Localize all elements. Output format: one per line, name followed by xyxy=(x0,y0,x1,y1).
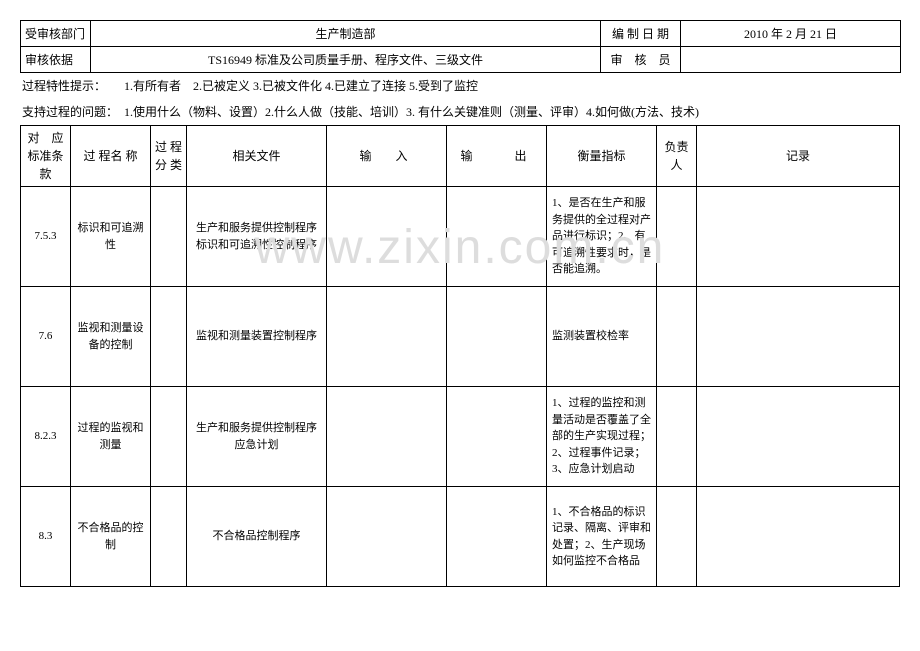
cell-docs: 生产和服务提供控制程序应急计划 xyxy=(187,387,327,487)
cell-record xyxy=(697,487,900,587)
cell-input xyxy=(327,287,447,387)
table-body: 7.5.3 标识和可追溯性 生产和服务提供控制程序标识和可追溯性控制程序 1、是… xyxy=(21,187,900,587)
cell-record xyxy=(697,287,900,387)
cell-ptype xyxy=(151,387,187,487)
cell-input xyxy=(327,187,447,287)
table-row: 7.6 监视和测量设备的控制 监视和测量装置控制程序 监测装置校检率 xyxy=(21,287,900,387)
cell-input xyxy=(327,387,447,487)
cell-record xyxy=(697,187,900,287)
dept-value: 生产制造部 xyxy=(91,21,601,47)
col-ptype: 过 程分 类 xyxy=(151,126,187,187)
cell-ptype xyxy=(151,187,187,287)
cell-record xyxy=(697,387,900,487)
col-output: 输 出 xyxy=(447,126,547,187)
cell-docs: 生产和服务提供控制程序标识和可追溯性控制程序 xyxy=(187,187,327,287)
main-table: 对 应标准条款 过 程名 称 过 程分 类 相关文件 输 入 输 出 衡量指标 … xyxy=(20,125,900,587)
cell-ptype xyxy=(151,287,187,387)
hint-line1: 过程特性提示： 1.有所有者 2.已被定义 3.已被文件化 4.已建立了连接 5… xyxy=(20,73,900,99)
cell-owner xyxy=(657,487,697,587)
auditor-label: 审 核 员 xyxy=(601,47,681,73)
cell-metric: 1、是否在生产和服务提供的全过程对产品进行标识；2、有可追溯性要求时，是否能追溯… xyxy=(547,187,657,287)
auditor-value xyxy=(681,47,901,73)
header-table: 受审核部门 生产制造部 编 制 日 期 2010 年 2 月 21 日 审核依据… xyxy=(20,20,901,73)
cell-input xyxy=(327,487,447,587)
table-row: 8.2.3 过程的监视和测量 生产和服务提供控制程序应急计划 1、过程的监控和测… xyxy=(21,387,900,487)
cell-metric: 1、过程的监控和测量活动是否覆盖了全部的生产实现过程；2、过程事件记录；3、应急… xyxy=(547,387,657,487)
basis-value: TS16949 标准及公司质量手册、程序文件、三级文件 xyxy=(91,47,601,73)
dept-label: 受审核部门 xyxy=(21,21,91,47)
cell-output xyxy=(447,187,547,287)
cell-clause: 8.3 xyxy=(21,487,71,587)
cell-output xyxy=(447,287,547,387)
hint-table: 过程特性提示： 1.有所有者 2.已被定义 3.已被文件化 4.已建立了连接 5… xyxy=(20,73,900,125)
cell-output xyxy=(447,487,547,587)
table-row: 7.5.3 标识和可追溯性 生产和服务提供控制程序标识和可追溯性控制程序 1、是… xyxy=(21,187,900,287)
cell-pname: 不合格品的控制 xyxy=(71,487,151,587)
cell-metric: 1、不合格品的标识记录、隔离、评审和处置；2、生产现场如何监控不合格品 xyxy=(547,487,657,587)
cell-ptype xyxy=(151,487,187,587)
col-clause: 对 应标准条款 xyxy=(21,126,71,187)
cell-clause: 8.2.3 xyxy=(21,387,71,487)
cell-output xyxy=(447,387,547,487)
col-pname: 过 程名 称 xyxy=(71,126,151,187)
hint-line2: 支持过程的问题： 1.使用什么（物料、设置）2.什么人做（技能、培训）3. 有什… xyxy=(20,99,900,125)
col-docs: 相关文件 xyxy=(187,126,327,187)
table-row: 8.3 不合格品的控制 不合格品控制程序 1、不合格品的标识记录、隔离、评审和处… xyxy=(21,487,900,587)
col-metric: 衡量指标 xyxy=(547,126,657,187)
cell-owner xyxy=(657,287,697,387)
cell-clause: 7.5.3 xyxy=(21,187,71,287)
document-root: www.zixin.com.cn 受审核部门 生产制造部 编 制 日 期 201… xyxy=(20,20,900,587)
cell-pname: 过程的监视和测量 xyxy=(71,387,151,487)
cell-pname: 标识和可追溯性 xyxy=(71,187,151,287)
date-value: 2010 年 2 月 21 日 xyxy=(681,21,901,47)
cell-docs: 监视和测量装置控制程序 xyxy=(187,287,327,387)
cell-owner xyxy=(657,387,697,487)
cell-owner xyxy=(657,187,697,287)
col-input: 输 入 xyxy=(327,126,447,187)
cell-metric: 监测装置校检率 xyxy=(547,287,657,387)
cell-pname: 监视和测量设备的控制 xyxy=(71,287,151,387)
cell-clause: 7.6 xyxy=(21,287,71,387)
col-owner: 负责人 xyxy=(657,126,697,187)
basis-label: 审核依据 xyxy=(21,47,91,73)
cell-docs: 不合格品控制程序 xyxy=(187,487,327,587)
col-record: 记录 xyxy=(697,126,900,187)
date-label: 编 制 日 期 xyxy=(601,21,681,47)
